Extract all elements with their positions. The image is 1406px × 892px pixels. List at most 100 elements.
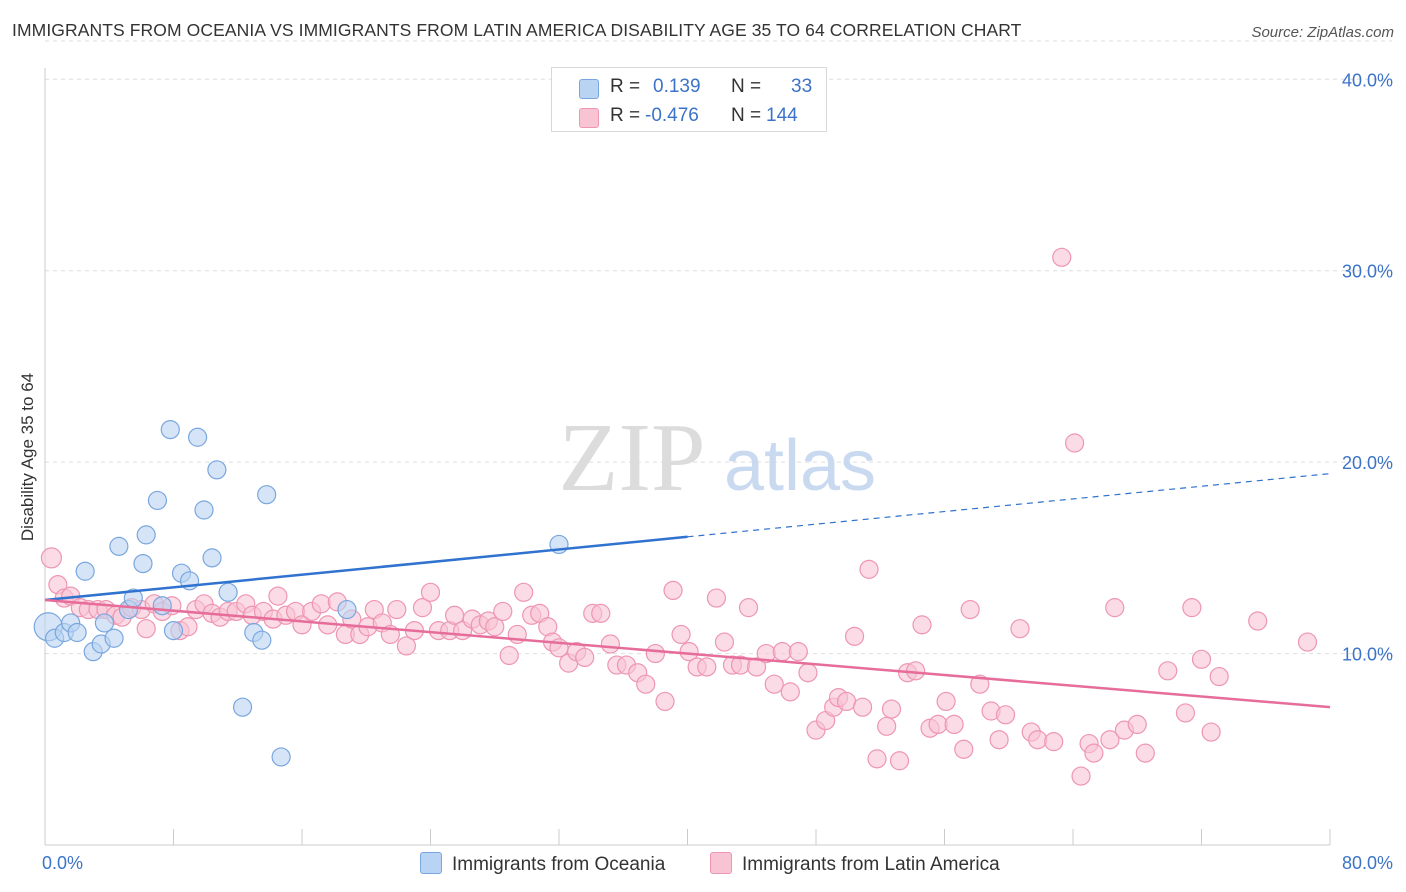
latam-point: [960, 599, 980, 620]
oceania-point: [187, 427, 208, 447]
latam-point: [493, 601, 513, 622]
latam-point: [636, 674, 656, 694]
latam-swatch: [579, 108, 599, 128]
latam-point: [311, 594, 331, 614]
watermark: ZIP atlas: [559, 404, 877, 512]
latam-point: [995, 705, 1016, 725]
oceania-point: [109, 536, 129, 556]
latam-point: [746, 657, 767, 677]
latam-point: [859, 559, 879, 579]
latam-point: [591, 603, 611, 623]
source-label: Source: ZipAtlas.com: [1251, 24, 1394, 41]
y-tick-label: 10.0%: [1342, 645, 1393, 665]
latam-point: [514, 582, 534, 602]
latam-legend-label: Immigrants from Latin America: [742, 854, 1000, 875]
latam-point: [1182, 598, 1202, 618]
latam-point: [714, 632, 735, 652]
latam-point: [396, 636, 417, 656]
latam-point: [867, 749, 887, 769]
latam-point: [970, 674, 990, 694]
latam-point: [1201, 722, 1221, 742]
y-tick-labels: 10.0% 20.0% 30.0% 40.0%: [1342, 70, 1393, 664]
legend-r-label: R =: [610, 76, 641, 97]
oceania-point: [218, 582, 238, 602]
latam-point: [1175, 703, 1196, 723]
latam-point: [1071, 766, 1091, 786]
oceania-trend-line: [44, 535, 688, 602]
latam-point: [936, 691, 956, 712]
latam-point: [1010, 619, 1030, 639]
oceania-point: [252, 630, 272, 650]
latam-points: [40, 247, 1318, 786]
watermark-atlas: atlas: [724, 426, 876, 506]
oceania-point: [160, 420, 180, 440]
latam-point: [663, 580, 683, 601]
latam-point: [1065, 433, 1085, 453]
oceania-point: [202, 548, 222, 568]
legend-row-oceania: R = 0.139 N = 33: [552, 72, 826, 102]
grid-lines: [45, 40, 1392, 655]
latam-point: [1052, 247, 1072, 267]
y-tick-label: 30.0%: [1342, 262, 1393, 282]
latam-point: [1135, 743, 1155, 763]
oceania-point: [147, 490, 168, 511]
axes: [44, 68, 1331, 846]
latam-point: [1127, 714, 1147, 735]
latam-legend-swatch: [710, 852, 732, 874]
y-tick-label: 40.0%: [1342, 70, 1393, 90]
oceania-legend-swatch: [420, 852, 442, 874]
oceania-point: [194, 500, 214, 520]
latam-trend-line: [44, 598, 1331, 709]
legend-latam-r: -0.476: [645, 105, 699, 126]
legend-item-oceania: Immigrants from Oceania: [420, 852, 665, 876]
oceania-point: [271, 747, 291, 767]
oceania-point: [257, 485, 277, 505]
oceania-swatch: [579, 79, 599, 99]
latam-point: [671, 624, 691, 645]
latam-point: [928, 714, 948, 735]
latam-point: [706, 588, 727, 608]
latam-point: [877, 716, 897, 736]
oceania-point: [152, 596, 172, 616]
latam-point: [764, 674, 784, 694]
latam-point: [905, 661, 926, 681]
oceania-legend-label: Immigrants from Oceania: [452, 854, 666, 875]
latam-point: [575, 647, 595, 668]
latam-point: [798, 663, 818, 683]
x-tick-min: 0.0%: [42, 853, 83, 873]
y-axis-label: Disability Age 35 to 64: [18, 373, 37, 541]
latam-point: [679, 642, 699, 662]
trend-lines: [44, 473, 1331, 709]
latam-point: [600, 634, 621, 654]
correlation-legend: R = 0.139 N = 33 R = -0.476 N = 144: [551, 67, 827, 132]
latam-point: [836, 691, 857, 712]
latam-point: [645, 643, 665, 664]
latam-point: [420, 582, 441, 602]
latam-point: [1100, 730, 1120, 750]
latam-point: [268, 586, 288, 606]
latam-point: [780, 682, 800, 702]
latam-point: [954, 739, 974, 759]
latam-point: [844, 626, 865, 646]
oceania-point: [207, 460, 227, 480]
oceania-point: [232, 697, 253, 717]
latam-point: [1028, 730, 1048, 750]
x-tick-max: 80.0%: [1342, 853, 1393, 873]
latam-point: [655, 691, 675, 712]
latam-point: [1297, 632, 1318, 652]
latam-point: [40, 547, 63, 569]
latam-point: [1191, 649, 1212, 669]
latam-point: [136, 619, 156, 639]
chart-title: IMMIGRANTS FROM OCEANIA VS IMMIGRANTS FR…: [12, 20, 1022, 40]
latam-point: [499, 645, 519, 666]
latam-point: [1248, 611, 1268, 631]
legend-r-label: R =: [610, 105, 641, 126]
legend-latam-n: 144: [766, 105, 798, 126]
oceania-point: [337, 599, 357, 620]
latam-point: [852, 697, 873, 717]
oceania-point: [94, 613, 115, 633]
latam-point: [1084, 743, 1104, 763]
latam-point: [772, 642, 792, 662]
oceania-point: [67, 622, 87, 643]
